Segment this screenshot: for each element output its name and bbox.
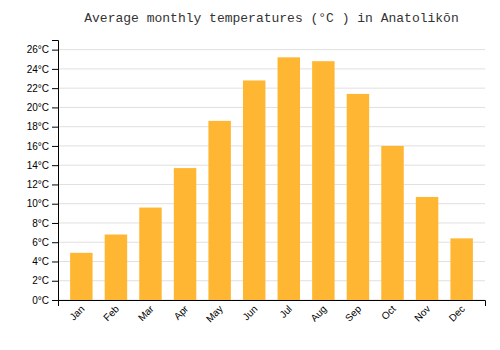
bars (70, 57, 473, 300)
y-axis: 0°C 2°C 4°C 6°C 8°C 10°C 12°C 14°C 16°C 18°C 20°C 2… (27, 41, 59, 306)
y-tick: 22°C (27, 83, 58, 94)
grid-line (58, 165, 485, 166)
y-tick-mark (52, 69, 58, 70)
y-tick: 14°C (27, 160, 58, 171)
y-tick-mark (52, 127, 58, 128)
x-tick: Feb (101, 303, 121, 323)
x-tick-label: Jun (240, 303, 259, 322)
y-tick: 26°C (27, 44, 58, 55)
y-tick-label: 6°C (32, 237, 49, 248)
y-tick-label: 24°C (27, 64, 49, 75)
y-tick-label: 8°C (32, 218, 49, 229)
y-tick-mark (52, 223, 58, 224)
y-axis-line (52, 41, 59, 301)
x-tick: Apr (172, 303, 191, 322)
grid-line (58, 88, 485, 89)
y-tick-label: 0°C (32, 295, 49, 306)
bar (174, 168, 196, 300)
y-tick-mark (52, 50, 58, 51)
x-tick: Jul (277, 303, 294, 320)
grid-line (58, 107, 485, 108)
x-tick-label: Aug (308, 303, 328, 323)
y-tick-mark (52, 300, 58, 301)
x-axis: Jan Feb Mar Apr May Jun Jul Aug Sep Oct Nov Dec (59, 301, 486, 325)
x-tick: Jun (240, 303, 259, 322)
x-tick-label: Jan (67, 303, 86, 322)
x-tick: Jan (67, 303, 86, 322)
bar (416, 197, 438, 300)
plot-area: 0°C 2°C 4°C 6°C 8°C 10°C 12°C 14°C 16°C 18°C 20°C 2… (27, 41, 486, 325)
x-tick-label: Mar (136, 303, 156, 323)
y-tick-mark (52, 146, 58, 147)
y-tick-label: 18°C (27, 121, 49, 132)
x-tick-label: Oct (379, 303, 398, 322)
y-tick-mark (52, 184, 58, 185)
bar (312, 61, 334, 300)
x-tick-label: Apr (172, 303, 191, 322)
x-tick: Aug (308, 303, 328, 323)
y-tick: 20°C (27, 102, 58, 113)
bar (139, 208, 161, 300)
bar (450, 238, 472, 300)
y-tick: 0°C (32, 295, 58, 306)
y-tick-label: 22°C (27, 83, 49, 94)
y-tick-mark (52, 107, 58, 108)
y-tick-label: 10°C (27, 198, 49, 209)
y-tick-mark (52, 242, 58, 243)
y-tick: 8°C (32, 218, 58, 229)
x-tick: Sep (343, 303, 364, 324)
grid-line (58, 126, 485, 127)
grid-line (58, 184, 485, 185)
y-tick: 10°C (27, 198, 58, 209)
y-tick: 4°C (32, 256, 58, 267)
y-tick: 6°C (32, 237, 58, 248)
x-tick: Nov (412, 303, 432, 323)
y-tick-label: 14°C (27, 160, 49, 171)
bar (70, 253, 92, 300)
bar (243, 80, 265, 300)
grid-line (58, 145, 485, 146)
y-tick-label: 26°C (27, 44, 49, 55)
y-tick: 12°C (27, 179, 58, 190)
chart-svg: 0°C 2°C 4°C 6°C 8°C 10°C 12°C 14°C 16°C 18°C 20°C 2… (0, 0, 500, 350)
x-tick: Oct (379, 303, 398, 322)
x-tick: Dec (447, 303, 467, 323)
grid-line (58, 49, 485, 50)
grid (58, 50, 485, 300)
x-tick-label: Dec (447, 303, 467, 323)
y-tick-label: 16°C (27, 141, 49, 152)
bar (381, 146, 403, 300)
x-tick-label: May (204, 303, 225, 324)
chart-container: 0°C 2°C 4°C 6°C 8°C 10°C 12°C 14°C 16°C 18°C 20°C 2… (0, 0, 500, 350)
y-tick: 24°C (27, 64, 58, 75)
x-tick-label: Jul (277, 303, 294, 320)
x-tick: May (204, 303, 225, 324)
bar (105, 235, 127, 300)
y-tick-label: 4°C (32, 256, 49, 267)
x-tick: Mar (136, 303, 156, 323)
bar (208, 121, 230, 300)
y-tick-mark (52, 281, 58, 282)
y-tick-mark (52, 204, 58, 205)
y-tick-label: 2°C (32, 275, 49, 286)
bar (278, 57, 300, 300)
grid-line (58, 68, 485, 69)
x-tick-label: Feb (101, 303, 121, 323)
title: Average monthly temperatures (°C ) in An… (84, 11, 458, 26)
y-tick: 18°C (27, 121, 58, 132)
y-tick-mark (52, 261, 58, 262)
y-tick-label: 12°C (27, 179, 49, 190)
y-tick-mark (52, 88, 58, 89)
x-tick-label: Sep (343, 303, 364, 324)
y-tick-mark (52, 165, 58, 166)
x-tick-label: Nov (412, 303, 432, 323)
y-tick-label: 20°C (27, 102, 49, 113)
y-tick: 2°C (32, 275, 58, 286)
y-tick: 16°C (27, 141, 58, 152)
bar (347, 94, 369, 300)
